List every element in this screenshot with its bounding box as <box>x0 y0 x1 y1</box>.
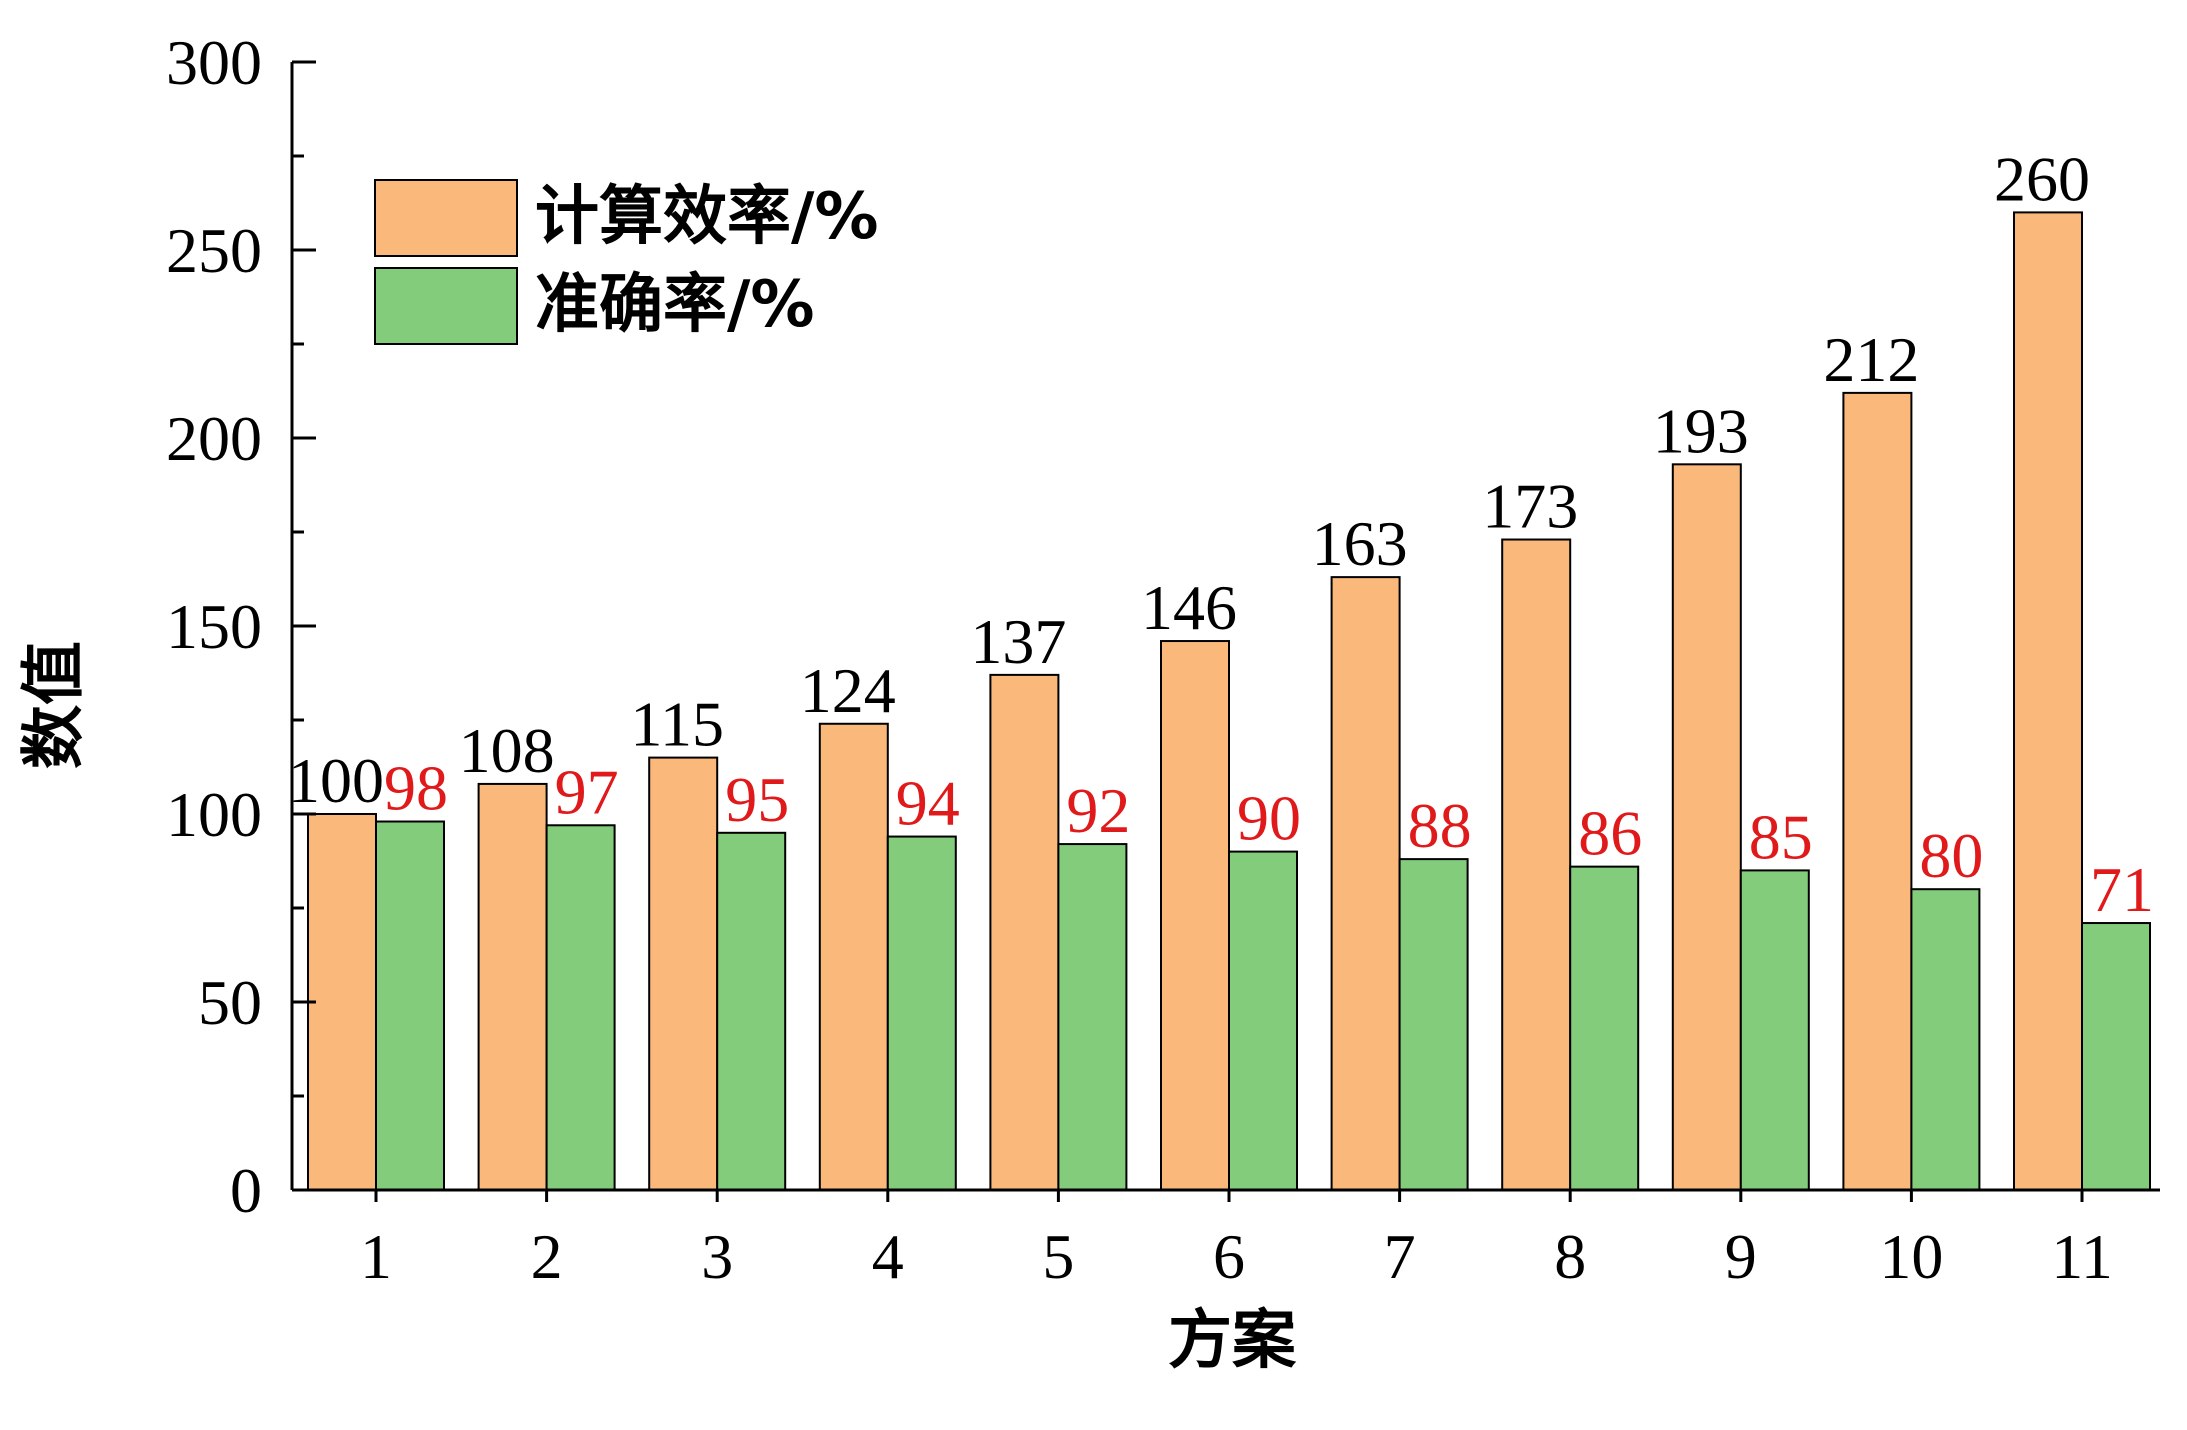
y-tick-label-100: 100 <box>166 779 262 850</box>
bar-s0-8 <box>1501 538 1572 1191</box>
bar-s0-6 <box>1160 640 1230 1191</box>
bar-s0-10 <box>1842 391 1913 1191</box>
x-tick-label-9: 9 <box>1725 1221 1757 1292</box>
bar-s1-2 <box>545 824 616 1192</box>
bar-s0-5 <box>989 673 1060 1191</box>
y-tick-label-0: 0 <box>230 1155 262 1226</box>
bar-s1-10 <box>1910 888 1981 1191</box>
bars-layer <box>307 211 2151 1192</box>
x-tick-label-11: 11 <box>2051 1221 2113 1292</box>
x-tick-label-4: 4 <box>872 1221 904 1292</box>
x-tick-label-5: 5 <box>1042 1221 1074 1292</box>
y-ticks-layer: 0 50 100 150 200 250 300 <box>166 27 316 1226</box>
data-label-s0-10: 212 <box>1823 324 1919 395</box>
data-label-s1-9: 85 <box>1749 801 1813 872</box>
x-tick-label-8: 8 <box>1554 1221 1586 1292</box>
y-tick-label-150: 150 <box>166 591 262 662</box>
bar-s1-6 <box>1228 850 1298 1191</box>
bar-s0-3 <box>648 756 719 1191</box>
bar-s1-1 <box>375 820 445 1192</box>
bar-s0-9 <box>1671 463 1742 1191</box>
legend-label-0: 计算效率/% <box>535 180 879 254</box>
x-ticks-layer: 1 2 3 4 5 6 7 8 9 10 11 <box>360 1190 2113 1292</box>
x-tick-label-3: 3 <box>701 1221 733 1292</box>
x-axis-title: 方案 <box>1168 1304 1297 1378</box>
bar-s1-4 <box>886 835 957 1191</box>
bar-s0-1 <box>307 813 377 1191</box>
data-label-s0-5: 137 <box>970 606 1066 677</box>
y-tick-label-300: 300 <box>166 27 262 98</box>
data-label-s0-3: 115 <box>630 689 724 760</box>
legend-swatch-1 <box>374 267 518 345</box>
legend: 计算效率/% 准确率/% <box>374 179 879 345</box>
data-label-s1-2: 97 <box>555 756 619 827</box>
legend-swatch-0 <box>374 179 518 257</box>
bar-s0-7 <box>1330 576 1401 1191</box>
bar-s0-4 <box>818 722 889 1191</box>
bar-s1-11 <box>2081 922 2151 1191</box>
data-label-s1-4: 94 <box>896 768 960 839</box>
data-label-s0-7: 163 <box>1312 508 1408 579</box>
x-tick-label-10: 10 <box>1879 1221 1943 1292</box>
data-label-s1-11: 71 <box>2090 854 2154 925</box>
bar-s1-8 <box>1569 865 1640 1191</box>
bar-s1-5 <box>1057 843 1128 1192</box>
data-label-s1-3: 95 <box>725 764 789 835</box>
bar-s1-9 <box>1739 869 1810 1192</box>
data-label-s0-2: 108 <box>459 715 555 786</box>
data-label-s1-6: 90 <box>1237 783 1301 854</box>
data-label-s0-11: 260 <box>1994 143 2090 214</box>
data-label-s1-10: 80 <box>1919 820 1983 891</box>
y-tick-label-250: 250 <box>166 215 262 286</box>
data-label-s0-6: 146 <box>1141 572 1237 643</box>
legend-label-1: 准确率/% <box>535 268 815 342</box>
bar-s0-2 <box>477 782 548 1191</box>
data-label-s1-5: 92 <box>1066 775 1130 846</box>
data-label-s1-7: 88 <box>1408 790 1472 861</box>
x-tick-label-6: 6 <box>1213 1221 1245 1292</box>
bar-s0-11 <box>2013 211 2083 1191</box>
y-axis-title: 数值 <box>18 641 92 769</box>
bar-s1-3 <box>716 831 787 1191</box>
y-tick-label-50: 50 <box>198 967 262 1038</box>
data-label-s0-8: 173 <box>1482 471 1578 542</box>
data-label-s0-4: 124 <box>800 655 896 726</box>
data-label-s0-9: 193 <box>1653 395 1749 466</box>
data-label-s1-1: 98 <box>384 753 448 824</box>
x-tick-label-2: 2 <box>531 1221 563 1292</box>
data-label-s0-1: 100 <box>288 745 384 816</box>
x-tick-label-1: 1 <box>360 1221 392 1292</box>
x-tick-label-7: 7 <box>1384 1221 1416 1292</box>
bar-s1-7 <box>1398 858 1469 1191</box>
data-label-s1-8: 86 <box>1578 798 1642 869</box>
y-tick-label-200: 200 <box>166 403 262 474</box>
